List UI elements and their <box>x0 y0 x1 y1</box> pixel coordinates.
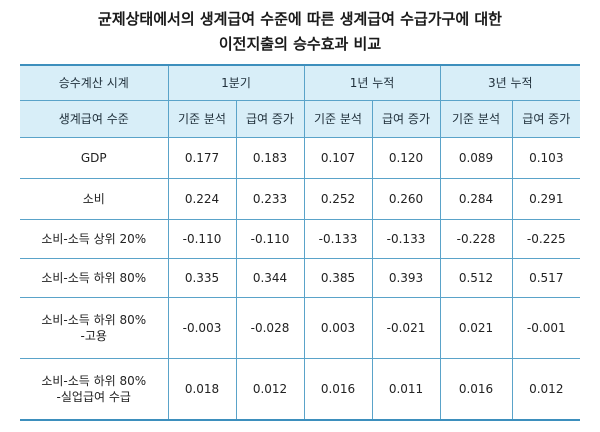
table-cell: 0.385 <box>303 258 373 298</box>
header-subcol: 급여 증가 <box>371 100 441 138</box>
header-row-periods: 승수계산 시계 1분기 1년 누적 3년 누적 <box>20 64 581 101</box>
table-cell: 0.233 <box>235 178 305 220</box>
row-label: 소비-소득 하위 80% <box>20 258 169 298</box>
row-label: 소비-소득 상위 20% <box>20 219 169 259</box>
header-period-q1: 1분기 <box>167 64 305 101</box>
table-cell: -0.133 <box>371 219 441 259</box>
header-benefit-level-label: 생계급여 수준 <box>20 100 169 138</box>
table-cell: 0.252 <box>303 178 373 220</box>
table-cell: 0.344 <box>235 258 305 298</box>
table-cell: 0.016 <box>439 358 513 421</box>
table-row: 소비-소득 하위 80% -실업급여 수급 0.018 0.012 0.016 0… <box>20 358 581 421</box>
header-subcol: 기준 분석 <box>167 100 237 138</box>
table-cell: 0.018 <box>167 358 237 421</box>
table-cell: 0.120 <box>371 137 441 179</box>
table-cell: 0.335 <box>167 258 237 298</box>
table-cell: 0.224 <box>167 178 237 220</box>
table-cell: 0.012 <box>511 358 581 421</box>
header-period-3y: 3년 누적 <box>439 64 581 101</box>
table-row: 소비-소득 상위 20% -0.110 -0.110 -0.133 -0.133… <box>20 219 581 259</box>
table-cell: -0.001 <box>511 297 581 359</box>
table-row: 소비-소득 하위 80% 0.335 0.344 0.385 0.393 0.5… <box>20 258 581 298</box>
table-cell: 0.291 <box>511 178 581 220</box>
table-cell: 0.016 <box>303 358 373 421</box>
table-cell: -0.133 <box>303 219 373 259</box>
table-cell: -0.110 <box>235 219 305 259</box>
table-cell: -0.003 <box>167 297 237 359</box>
table-title-line1: 균제상태에서의 생계급여 수준에 따른 생계급여 수급가구에 대한 <box>98 10 502 28</box>
header-row-subcols: 생계급여 수준 기준 분석 급여 증가 기준 분석 급여 증가 기준 분석 급여… <box>20 100 581 138</box>
header-period-1y: 1년 누적 <box>303 64 441 101</box>
header-subcol: 기준 분석 <box>439 100 513 138</box>
table-cell: 0.107 <box>303 137 373 179</box>
table-cell: 0.284 <box>439 178 513 220</box>
table-cell: 0.089 <box>439 137 513 179</box>
table-cell: 0.512 <box>439 258 513 298</box>
header-subcol: 급여 증가 <box>511 100 581 138</box>
row-label: 소비-소득 하위 80% -고용 <box>20 297 169 359</box>
table-cell: 0.517 <box>511 258 581 298</box>
table-cell: -0.228 <box>439 219 513 259</box>
table-cell: 0.011 <box>371 358 441 421</box>
table-title-line2: 이전지출의 승수효과 비교 <box>218 35 382 53</box>
row-label: GDP <box>20 137 169 179</box>
row-label: 소비 <box>20 178 169 220</box>
table-cell: 0.183 <box>235 137 305 179</box>
table-cell: -0.028 <box>235 297 305 359</box>
table-cell: 0.103 <box>511 137 581 179</box>
header-subcol: 급여 증가 <box>235 100 305 138</box>
table-cell: 0.003 <box>303 297 373 359</box>
header-subcol: 기준 분석 <box>303 100 373 138</box>
table-cell: 0.177 <box>167 137 237 179</box>
table-row: 소비-소득 하위 80% -고용 -0.003 -0.028 0.003 -0.0… <box>20 297 581 359</box>
table-cell: -0.021 <box>371 297 441 359</box>
header-horizon-label: 승수계산 시계 <box>20 64 169 101</box>
multiplier-table: 승수계산 시계 1분기 1년 누적 3년 누적 생계급여 수준 기준 분석 급여… <box>20 64 581 421</box>
table-cell: -0.225 <box>511 219 581 259</box>
table-cell: 0.393 <box>371 258 441 298</box>
table-row: GDP 0.177 0.183 0.107 0.120 0.089 0.103 <box>20 137 581 179</box>
table-cell: 0.021 <box>439 297 513 359</box>
table-cell: 0.012 <box>235 358 305 421</box>
row-label: 소비-소득 하위 80% -실업급여 수급 <box>20 358 169 421</box>
table-row: 소비 0.224 0.233 0.252 0.260 0.284 0.291 <box>20 178 581 220</box>
table-cell: -0.110 <box>167 219 237 259</box>
table-cell: 0.260 <box>371 178 441 220</box>
